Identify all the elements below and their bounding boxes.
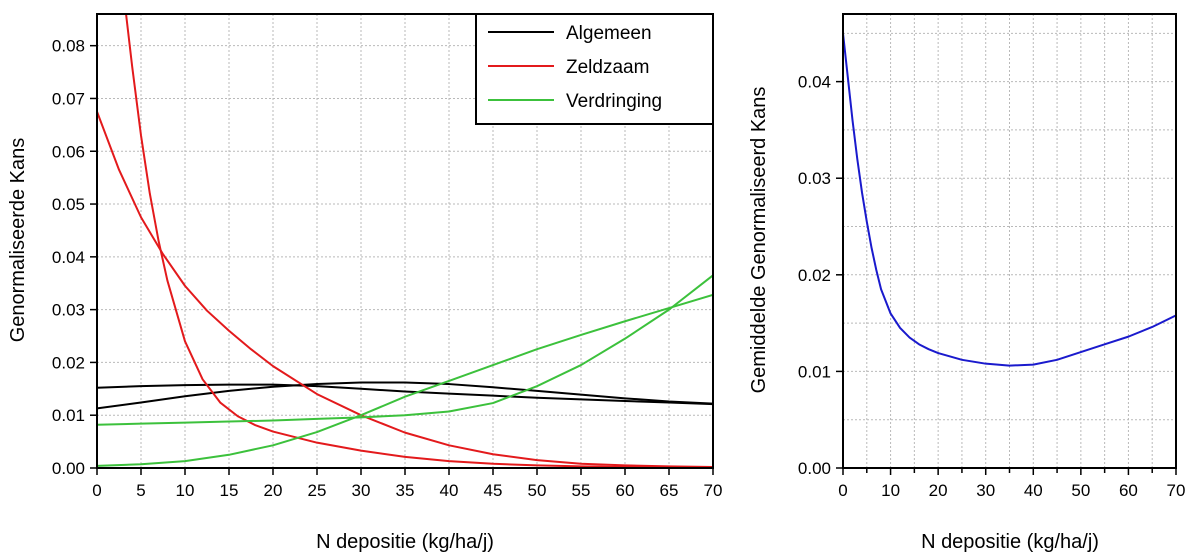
left-x-tick-label: 5 (136, 481, 145, 500)
left-x-tick-label: 25 (308, 481, 327, 500)
left-y-tick-label: 0.02 (52, 353, 85, 372)
left-x-tick-label: 30 (352, 481, 371, 500)
left-x-tick-label: 35 (396, 481, 415, 500)
right-x-tick-label: 10 (881, 481, 900, 500)
left-chart: 0 5 10 15 20 25 30 35 40 45 50 55 60 65 70 0.00 0.01 0.02… (7, 13, 723, 553)
left-x-tick-label: 0 (92, 481, 101, 500)
right-chart: 0 10 20 30 40 50 60 70 0.00 0.01 0.02 0.03 0.04 N de… (748, 13, 1186, 553)
legend-label-verdringing: Verdringing (566, 91, 662, 112)
left-x-tick-label: 10 (176, 481, 195, 500)
right-mean-series-line (843, 33, 1176, 367)
left-algemeen-series-line (97, 383, 713, 406)
right-x-tick-label: 70 (1167, 481, 1186, 500)
right-x-axis-title: N depositie (kg/ha/j) (921, 531, 1099, 553)
left-y-axis-title: Genormaliseerde Kans (7, 138, 29, 343)
right-y-axis-title: Gemiddelde Genormaliseerd Kans (748, 87, 770, 394)
left-x-tick-label: 60 (616, 481, 635, 500)
right-y-tick-label: 0.03 (798, 169, 831, 188)
left-y-tick-label: 0.00 (52, 459, 85, 478)
right-x-tick-label: 0 (838, 481, 847, 500)
left-x-tick-label: 55 (572, 481, 591, 500)
right-y-tick-label: 0.04 (798, 73, 831, 92)
right-y-tick-label: 0.00 (798, 459, 831, 478)
left-verdringing-series-line (97, 274, 713, 426)
right-x-tick-label: 30 (976, 481, 995, 500)
left-y-tick-label: 0.05 (52, 195, 85, 214)
right-x-tick-label: 40 (1024, 481, 1043, 500)
right-y-tick-label: 0.01 (798, 362, 831, 381)
legend: Algemeen Zeldzaam Verdringing (475, 13, 714, 125)
left-verdringing-series-line (97, 293, 713, 467)
left-y-tick-label: 0.03 (52, 301, 85, 320)
legend-label-zeldzaam: Zeldzaam (566, 57, 649, 78)
left-x-axis-title: N depositie (kg/ha/j) (316, 531, 494, 553)
left-x-tick-label: 45 (484, 481, 503, 500)
left-y-tick-label: 0.04 (52, 248, 85, 267)
right-y-tick-label: 0.02 (798, 266, 831, 285)
left-x-tick-label: 20 (264, 481, 283, 500)
right-x-tick-label: 50 (1071, 481, 1090, 500)
right-x-tick-label: 20 (929, 481, 948, 500)
right-x-tick-label: 60 (1119, 481, 1138, 500)
left-x-tick-label: 50 (528, 481, 547, 500)
left-x-tick-label: 15 (220, 481, 239, 500)
left-y-tick-label: 0.08 (52, 37, 85, 56)
left-x-tick-label: 70 (704, 481, 723, 500)
left-x-tick-label: 40 (440, 481, 459, 500)
left-y-tick-label: 0.07 (52, 89, 85, 108)
left-x-tick-label: 65 (660, 481, 679, 500)
left-y-tick-label: 0.01 (52, 406, 85, 425)
left-algemeen-series-line (97, 381, 713, 410)
legend-label-algemeen: Algemeen (566, 23, 652, 44)
left-zeldzaam-series-line (97, 111, 713, 468)
left-y-tick-label: 0.06 (52, 142, 85, 161)
left-zeldzaam-series-line (125, 14, 713, 468)
